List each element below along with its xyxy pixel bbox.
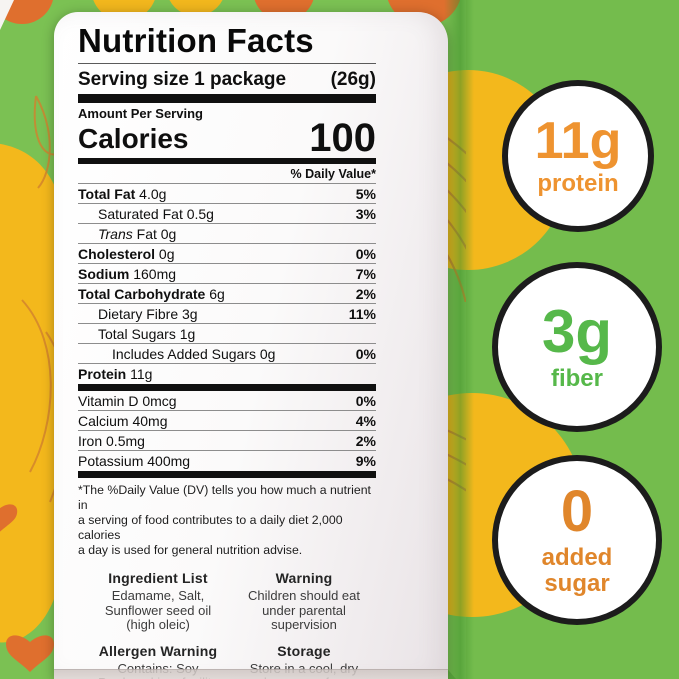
divider-thick	[78, 94, 376, 103]
divider-thick	[78, 384, 376, 391]
nutrient-pct: 7%	[355, 265, 376, 282]
calories-row: Calories 100	[78, 116, 376, 160]
nutrition-row-cholesterol: Cholesterol 0g 0%	[78, 243, 376, 263]
section-body: Edamame, Salt, Sunflower seed oil (high …	[104, 588, 212, 632]
nutrient-name: Total Sugars 1g	[98, 325, 196, 342]
section-body: Children should eat under parental super…	[247, 588, 361, 632]
calories-label: Calories	[78, 123, 189, 154]
nutrient-pct: 2%	[355, 432, 376, 449]
nutrient-name: Potassium 400mg	[78, 452, 191, 469]
added-sugar-badge-label: added sugar	[541, 544, 613, 597]
added-sugar-badge: 0 added sugar	[492, 455, 662, 625]
protein-badge-label: protein	[537, 170, 619, 197]
daily-value-footnote: *The %Daily Value (DV) tells you how muc…	[78, 483, 371, 557]
ingredient-list-section: Ingredient List Edamame, Salt, Sunflower…	[88, 570, 228, 633]
nutrient-name: Vitamin D 0mcg	[78, 392, 177, 409]
vitamin-row-calcium: Calcium 40mg 4%	[78, 410, 376, 430]
nutrition-row-total-fat: Total Fat 4.0g 5%	[78, 183, 376, 203]
nutrient-name: Cholesterol 0g	[78, 245, 175, 262]
vitamin-row-iron: Iron 0.5mg 2%	[78, 430, 376, 450]
vitamin-row-potassium: Potassium 400mg 9%	[78, 450, 376, 470]
nutrient-name: Total Fat 4.0g	[78, 185, 167, 202]
fiber-badge-value: 3g	[541, 298, 613, 365]
section-heading: Storage	[277, 642, 331, 659]
section-heading: Warning	[275, 570, 333, 586]
serving-size-weight: (26g)	[330, 69, 376, 90]
nutrition-row-saturated-fat: Saturated Fat 0.5g 3%	[78, 203, 376, 223]
nutrient-pct: 2%	[355, 285, 376, 302]
amount-per-serving-label: Amount Per Serving	[78, 106, 203, 121]
nutrition-row-total-sugars: Total Sugars 1g	[78, 323, 376, 343]
package-fold-shadow	[444, 0, 474, 679]
nutrient-name: Calcium 40mg	[78, 412, 168, 429]
package-bottom-seam	[54, 669, 448, 679]
nutrient-pct: 5%	[355, 185, 376, 202]
nutrient-pct: 9%	[355, 452, 376, 469]
divider-thick	[78, 471, 376, 478]
nutrient-pct: 11%	[348, 305, 376, 322]
calories-value: 100	[309, 116, 376, 160]
nutrient-pct: 0%	[355, 392, 376, 409]
nutrition-facts-title: Nutrition Facts	[78, 22, 314, 59]
protein-badge-value: 11g	[534, 112, 622, 170]
nutrition-row-trans-fat: Trans Fat 0g	[78, 223, 376, 243]
warning-section: Warning Children should eat under parent…	[234, 570, 374, 633]
fiber-badge: 3g fiber	[492, 262, 662, 432]
serving-size-row: Serving size 1 package (26g)	[78, 67, 376, 94]
yellow-band-left	[0, 143, 68, 643]
nutrient-pct: 3%	[355, 205, 376, 222]
nutrient-name: Total Carbohydrate 6g	[78, 285, 225, 302]
section-heading: Ingredient List	[108, 570, 208, 586]
nutrition-row-added-sugars: Includes Added Sugars 0g 0%	[78, 343, 376, 363]
nutrient-name: Saturated Fat 0.5g	[98, 205, 214, 222]
corner-highlight	[0, 0, 14, 30]
nutrient-name: Trans Fat 0g	[98, 225, 177, 242]
nutrient-name: Iron 0.5mg	[78, 432, 145, 449]
nutrient-pct: 4%	[355, 412, 376, 429]
nutrient-pct: 0%	[355, 345, 376, 362]
vitamin-row-vitamin-d: Vitamin D 0mcg 0%	[78, 391, 376, 410]
nutrient-name: Protein 11g	[78, 365, 153, 382]
nutrient-pct: 0%	[355, 245, 376, 262]
nutrition-row-total-carbohydrate: Total Carbohydrate 6g 2%	[78, 283, 376, 303]
section-heading: Allergen Warning	[98, 642, 218, 659]
nutrition-label-panel: Nutrition Facts Serving size 1 package (…	[54, 12, 448, 679]
divider	[78, 63, 376, 64]
nutrient-name: Dietary Fibre 3g	[98, 305, 198, 322]
fiber-badge-label: fiber	[550, 365, 603, 392]
protein-badge: 11g protein	[502, 80, 654, 232]
nutrient-name: Includes Added Sugars 0g	[112, 345, 276, 362]
heart-icon	[0, 504, 54, 672]
added-sugar-badge-value: 0	[560, 479, 594, 544]
divider-medium	[78, 158, 376, 164]
daily-value-header: % Daily Value*	[290, 167, 376, 181]
nutrition-row-protein: Protein 11g	[78, 363, 376, 383]
info-sections-grid: Ingredient List Edamame, Salt, Sunflower…	[88, 570, 374, 679]
nutrition-row-dietary-fibre: Dietary Fibre 3g 11%	[78, 303, 376, 323]
nutrient-name: Sodium 160mg	[78, 265, 177, 282]
serving-size-label: Serving size 1 package	[78, 69, 287, 90]
nutrition-row-sodium: Sodium 160mg 7%	[78, 263, 376, 283]
